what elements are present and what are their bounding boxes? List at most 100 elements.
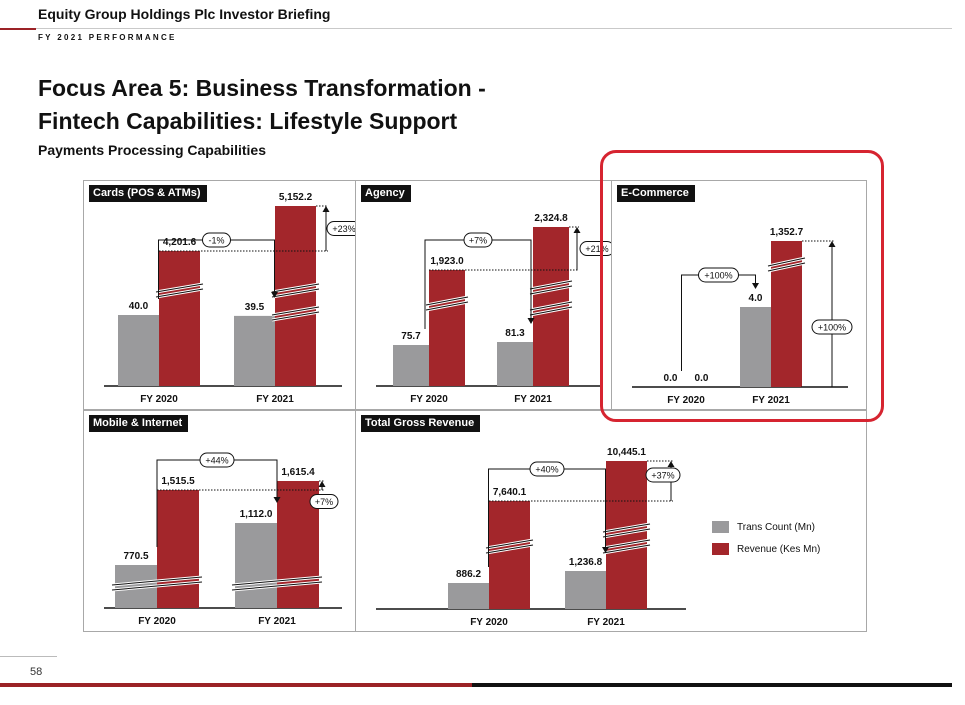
chart-title-agency: Agency [361, 185, 411, 202]
header-accent [0, 28, 36, 30]
ecommerce-trans-change: +100% [704, 271, 732, 281]
agency-label-revenue-1: 2,324.8 [534, 213, 568, 224]
agency-bar-trans-1 [497, 342, 533, 386]
cards-trans-arrow [271, 291, 278, 298]
page-title: Focus Area 5: Business Transformation - … [38, 72, 486, 138]
mobile-bar-revenue-0 [157, 490, 199, 608]
chart-panel-ecommerce: E-Commerce 0.0 0.0 FY 2020 4.0 1,352.7 FY 202… [611, 180, 867, 410]
header-divider [0, 28, 952, 29]
mobile-label-revenue-0: 1,515.5 [161, 476, 195, 487]
chart-panel-total-revenue: Total Gross Revenue 886.2 7,640.1 FY 2020 1… [355, 410, 867, 632]
mobile-trans-change: +44% [205, 456, 228, 466]
cards-break-0-0 [155, 283, 204, 298]
agency-revenue-change: +21% [585, 244, 608, 254]
mobile-revenue-arrow [318, 481, 326, 487]
total-revenue-tick-0: FY 2020 [470, 617, 508, 628]
cards-break-1-0 [271, 283, 320, 298]
mobile-label-trans-1: 1,112.0 [240, 509, 273, 520]
mobile-trans-change-pill [199, 452, 235, 468]
agency-trans-arrow [527, 318, 535, 324]
total-revenue-break-1-1 [602, 539, 651, 554]
total-revenue-revenue-change-pill [645, 467, 681, 483]
chart-legend: Trans Count (Mn) Revenue (Kes Mn) [712, 516, 820, 560]
cards-revenue-change: +23% [332, 224, 355, 234]
footer-bar-red [0, 683, 472, 687]
ecommerce-bar-trans-1 [740, 307, 771, 387]
total-revenue-trans-arrow [602, 547, 609, 553]
cards-revenue-change-pill [326, 221, 356, 236]
page-number: 58 [30, 666, 43, 678]
agency-bar-revenue-0 [429, 270, 465, 386]
header-title: Equity Group Holdings Plc Investor Brief… [38, 6, 331, 22]
total-revenue-break-1-0 [602, 523, 651, 538]
total-revenue-label-revenue-0: 7,640.1 [493, 487, 527, 498]
legend-swatch-trans-count [712, 521, 729, 533]
ecommerce-tick-0: FY 2020 [667, 395, 705, 406]
cards-trans-change: -1% [208, 236, 224, 246]
agency-revenue-arrow [573, 227, 581, 233]
agency-tick-1: FY 2021 [514, 394, 552, 405]
total-revenue-bar-trans-0 [448, 583, 489, 609]
mobile-bar-trans-1 [235, 523, 277, 608]
chart-total-revenue: 886.2 7,640.1 FY 2020 1,236.8 10,445.1 FY 202… [376, 447, 686, 628]
chart-panel-agency: Agency 75.7 1,923.0 FY 2020 81.3 2,324.8 FY 2… [355, 180, 613, 410]
total-revenue-trans-change: +40% [535, 465, 558, 475]
legend-label-revenue: Revenue (Kes Mn) [737, 543, 821, 555]
chart-mobile: 770.5 1,515.5 FY 2020 1,112.0 1,615.4 FY 2021… [104, 452, 342, 627]
agency-trans-change: +7% [469, 236, 487, 246]
agency-break-0-0 [425, 296, 469, 311]
chart-panel-mobile: Mobile & Internet 770.5 1,515.5 FY 2020 1,1… [83, 410, 357, 632]
page-subtitle: Payments Processing Capabilities [38, 142, 266, 158]
cards-trans-change-pill [202, 232, 231, 248]
footer-divider [0, 656, 57, 657]
mobile-revenue-change-pill [309, 494, 339, 509]
total-revenue-label-trans-1: 1,236.8 [569, 557, 603, 568]
mobile-revenue-change: +7% [315, 497, 333, 507]
ecommerce-break-1-0 [767, 257, 806, 272]
agency-label-trans-1: 81.3 [505, 328, 525, 339]
chart-agency: 75.7 1,923.0 FY 2020 81.3 2,324.8 FY 2021 +7% +… [376, 213, 612, 405]
mobile-trans-arrow [273, 497, 281, 503]
ecommerce-label-trans-1: 4.0 [749, 293, 763, 304]
total-revenue-revenue-arrow [667, 461, 675, 467]
chart-title-cards: Cards (POS & ATMs) [89, 185, 207, 202]
cards-tick-1: FY 2021 [256, 394, 294, 405]
chart-panel-cards: Cards (POS & ATMs) 40.0 4,201.6 FY 2020 39.… [83, 180, 357, 410]
total-revenue-break-0-0 [485, 539, 534, 554]
total-revenue-label-revenue-1: 10,445.1 [607, 447, 646, 458]
agency-break-1-1 [529, 301, 573, 316]
cards-label-revenue-1: 5,152.2 [279, 192, 313, 203]
ecommerce-label-revenue-1: 1,352.7 [770, 227, 804, 238]
agency-revenue-change-pill [579, 241, 612, 256]
agency-label-trans-0: 75.7 [401, 331, 421, 342]
ecommerce-revenue-arrow [828, 241, 836, 247]
mobile-tick-1: FY 2021 [258, 616, 296, 627]
legend-item-revenue: Revenue (Kes Mn) [712, 538, 820, 560]
footer-bar-black [472, 683, 952, 687]
legend-item-trans-count: Trans Count (Mn) [712, 516, 820, 538]
cards-revenue-arrow [322, 206, 330, 212]
cards-bar-trans-1 [234, 315, 275, 386]
chart-cards: 40.0 4,201.6 FY 2020 39.5 5,152.2 FY 2021 -1% +… [104, 192, 356, 405]
chart-title-total-revenue: Total Gross Revenue [361, 415, 481, 432]
page-title-line-2: Fintech Capabilities: Lifestyle Support [38, 108, 458, 134]
total-revenue-revenue-change: +37% [651, 471, 674, 481]
header-section: FY 2021 PERFORMANCE [38, 33, 177, 42]
agency-trans-change-pill [463, 232, 493, 248]
ecommerce-revenue-change-pill [811, 319, 853, 335]
cards-bar-trans-0 [118, 315, 159, 386]
cards-label-revenue-0: 4,201.6 [163, 237, 197, 248]
mobile-break-1-0 [231, 576, 323, 591]
total-revenue-tick-1: FY 2021 [587, 617, 625, 628]
chart-ecommerce: 0.0 0.0 FY 2020 4.0 1,352.7 FY 2021 +100% +100% [632, 227, 853, 406]
mobile-tick-0: FY 2020 [138, 616, 176, 627]
total-revenue-trans-change-pill [529, 461, 565, 477]
agency-tick-0: FY 2020 [410, 394, 448, 405]
chart-title-mobile: Mobile & Internet [89, 415, 189, 432]
total-revenue-bar-trans-1 [565, 571, 606, 609]
ecommerce-trans-change-pill [698, 267, 739, 283]
cards-bar-revenue-0 [159, 251, 200, 386]
agency-label-revenue-0: 1,923.0 [430, 256, 464, 267]
cards-label-trans-0: 40.0 [129, 301, 149, 312]
legend-swatch-revenue [712, 543, 729, 555]
